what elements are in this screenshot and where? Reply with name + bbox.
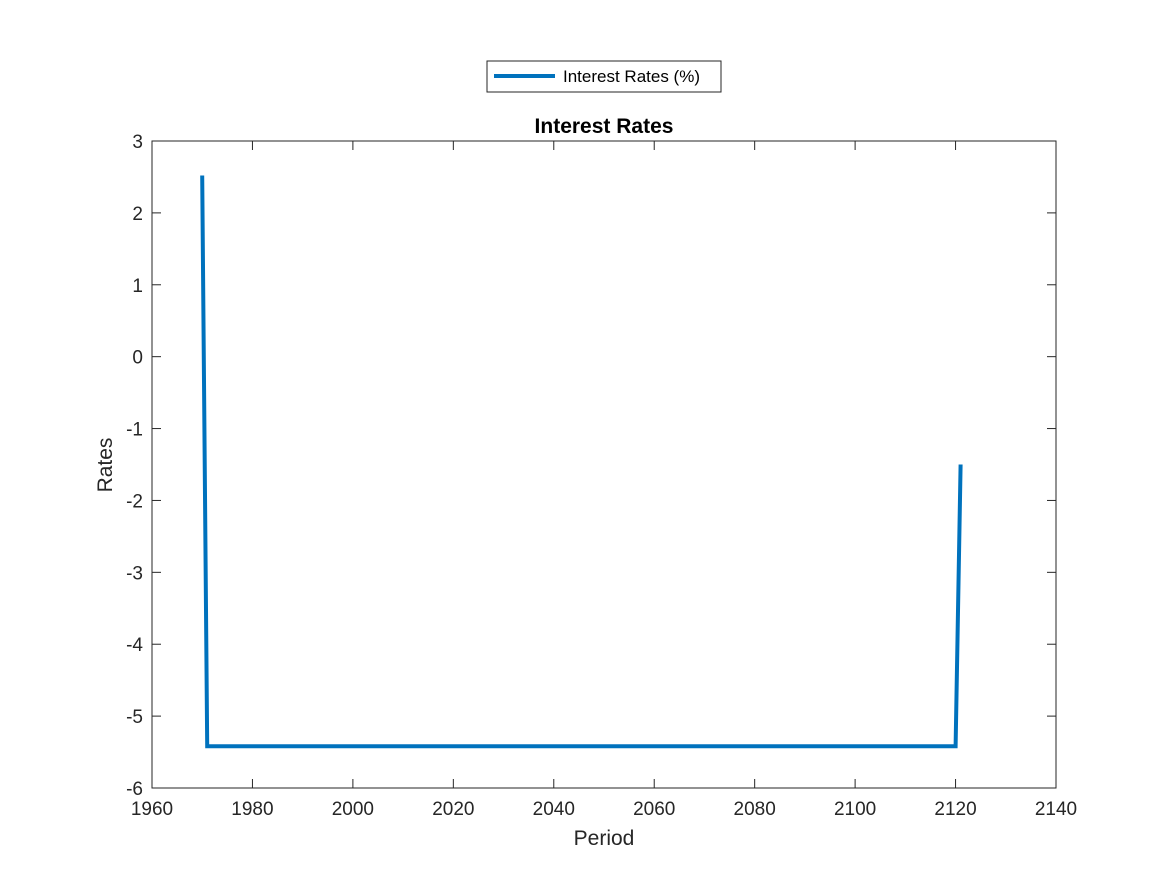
- x-tick-label: 1960: [131, 799, 173, 820]
- y-tick-label: 0: [132, 348, 143, 369]
- y-tick-label: 3: [132, 132, 143, 153]
- y-tick-label: -5: [126, 707, 143, 728]
- ticks-layer: 1960 1980 2000 2020 2040 2060 2080 2100 2120 2140…: [126, 132, 1077, 820]
- x-axis-title: Period: [574, 827, 635, 850]
- chart-title: Interest Rates: [535, 115, 674, 138]
- x-tick-label: 2100: [834, 799, 876, 820]
- x-tick-label: 2140: [1035, 799, 1077, 820]
- y-tick-label: -1: [126, 420, 143, 441]
- y-axis-title: Rates: [94, 438, 117, 493]
- x-tick-label: 1980: [231, 799, 273, 820]
- x-tick-label: 2000: [332, 799, 374, 820]
- legend: Interest Rates (%): [486, 60, 722, 93]
- x-tick-label: 2020: [432, 799, 474, 820]
- y-tick-label: 2: [132, 204, 143, 225]
- series-line: [200, 175, 963, 749]
- y-tick-label: 1: [132, 276, 143, 297]
- x-tick-label: 2080: [734, 799, 776, 820]
- legend-label: Interest Rates (%): [563, 67, 700, 86]
- axes-layer: [151, 140, 1057, 789]
- y-tick-label: -4: [126, 635, 143, 656]
- series-layer: [200, 175, 963, 749]
- y-tick-label: -3: [126, 563, 143, 584]
- x-tick-label: 2060: [633, 799, 675, 820]
- y-tick-label: -2: [126, 491, 143, 512]
- x-tick-label: 2120: [934, 799, 976, 820]
- plot-area-box: [151, 140, 1057, 789]
- x-tick-label: 2040: [533, 799, 575, 820]
- y-tick-label: -6: [126, 779, 143, 800]
